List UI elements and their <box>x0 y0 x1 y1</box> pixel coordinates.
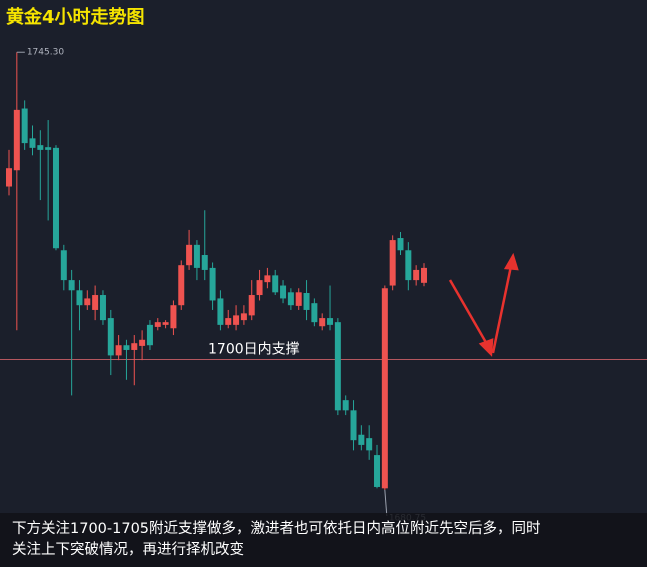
note-background <box>0 513 647 567</box>
candle-body <box>225 318 232 325</box>
candle-body <box>76 290 83 306</box>
candle-body <box>342 400 349 411</box>
candle-body <box>29 138 36 148</box>
candle-body <box>420 267 427 283</box>
candle-body <box>115 345 122 356</box>
high-label: 1745.30 <box>27 48 64 58</box>
candle-body <box>319 318 326 327</box>
candle-body <box>170 305 177 329</box>
candle-body <box>21 108 28 144</box>
candle-body <box>92 295 99 310</box>
candle-body <box>287 292 294 306</box>
candle-body <box>52 147 59 249</box>
candle-body <box>397 238 404 251</box>
candle-body <box>256 280 263 296</box>
candle-body <box>201 255 208 270</box>
arrow-down <box>448 279 490 347</box>
candle-body <box>178 265 185 306</box>
candle-body <box>272 275 279 293</box>
candle-body <box>389 240 396 286</box>
candle-body <box>217 298 224 325</box>
candle-body <box>374 455 381 487</box>
candle-body <box>413 269 420 281</box>
candle-body <box>295 292 302 306</box>
candle-body <box>186 244 193 266</box>
candle-body <box>366 438 373 451</box>
candle-body <box>154 322 161 327</box>
candle-body <box>139 339 146 346</box>
candle-body <box>358 434 365 445</box>
arrow-head <box>503 252 519 271</box>
candle-body <box>99 295 106 321</box>
candle-body <box>334 322 341 411</box>
forecast-arrows <box>448 252 519 357</box>
candle-body <box>193 244 200 268</box>
candle-body <box>280 285 287 299</box>
candle-body <box>311 303 318 323</box>
candle-body <box>107 318 114 356</box>
candle-body <box>162 322 169 325</box>
candle-body <box>84 298 91 306</box>
note-line: 下方关注1700-1705附近支撑做多，激进者也可依托日内高位附近先空后多，同时 <box>12 520 541 537</box>
note-line: 关注上下突破情况，再进行择机改变 <box>12 541 244 558</box>
candle-body <box>233 315 240 325</box>
candle-body <box>381 288 388 489</box>
candle-body <box>327 318 334 325</box>
arrow-head <box>478 338 494 357</box>
annotation-label: 1700日内支撑 <box>208 341 300 357</box>
candle-body <box>248 295 255 316</box>
candle-body <box>303 292 310 310</box>
low-marker <box>384 489 388 517</box>
candle-body <box>37 145 44 150</box>
chart-title: 黄金4小时走势图 <box>6 6 145 28</box>
candle-body <box>405 250 412 281</box>
candle-body <box>13 109 20 171</box>
candle-body <box>45 147 52 150</box>
candle-body <box>131 343 138 350</box>
candle-body <box>146 324 153 346</box>
candle-body <box>240 313 247 321</box>
candle-body <box>350 410 357 441</box>
candle-body <box>68 280 75 291</box>
candle-body <box>6 168 12 187</box>
candle-body <box>60 250 67 281</box>
candle-body <box>264 275 271 283</box>
candle-body <box>123 345 130 350</box>
arrow-up <box>491 265 513 354</box>
candle-body <box>209 267 216 301</box>
